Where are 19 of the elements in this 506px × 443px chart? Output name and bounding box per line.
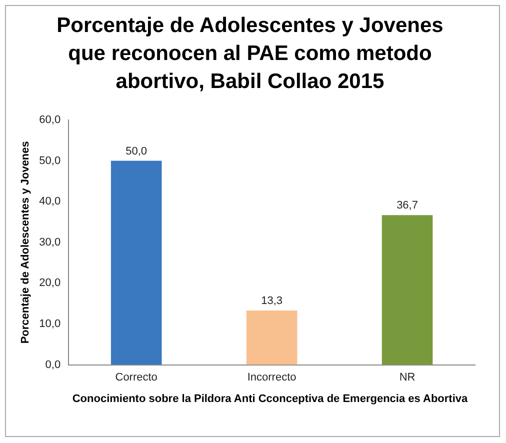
y-axis-title: Porcentaje de Adolescentes y Jovenes bbox=[20, 141, 32, 344]
bar bbox=[382, 215, 433, 365]
x-tick-label: Incorrecto bbox=[247, 371, 296, 384]
x-axis-title: Conocimiento sobre la Pildora Anti Cconceptiva de Emergencia es Abortiva bbox=[71, 392, 469, 406]
data-label: 50,0 bbox=[126, 145, 148, 158]
x-tick-label: Correcto bbox=[115, 371, 158, 384]
y-tick-label: 60,0 bbox=[39, 114, 61, 126]
y-tick-label: 40,0 bbox=[39, 196, 61, 208]
y-tick-label: 30,0 bbox=[39, 236, 61, 248]
bar bbox=[110, 160, 162, 365]
y-tick-label: 20,0 bbox=[39, 277, 61, 290]
x-tick-label: NR bbox=[399, 371, 416, 384]
chart-title: Porcentaje de Adolescentes y Jovenes que reconocen al PAE como metodo abortivo, Babil Collao 2015 bbox=[56, 13, 444, 95]
data-label: 13,3 bbox=[261, 295, 283, 308]
y-tick-label: 50,0 bbox=[39, 154, 61, 167]
data-label: 36,7 bbox=[396, 200, 418, 212]
bar bbox=[246, 310, 298, 365]
y-tick-label: 0,0 bbox=[45, 358, 61, 371]
y-tick-label: 10,0 bbox=[39, 318, 61, 330]
